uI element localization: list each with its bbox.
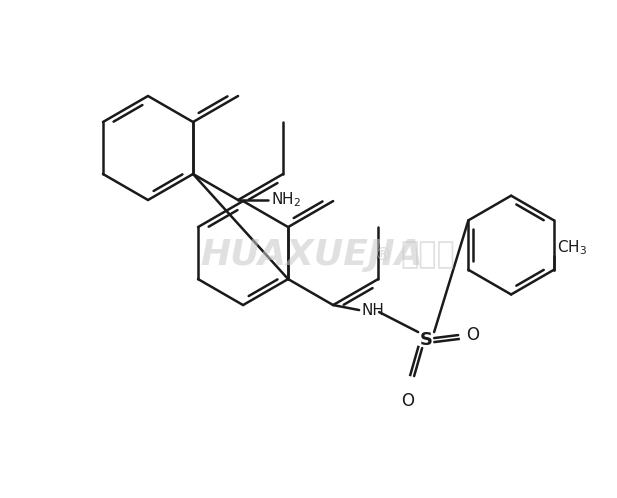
- Text: O: O: [466, 326, 479, 344]
- Text: HUAXUEJIA: HUAXUEJIA: [200, 238, 423, 272]
- Text: NH$_2$: NH$_2$: [271, 191, 301, 209]
- Text: CH$_3$: CH$_3$: [557, 239, 587, 257]
- Text: S: S: [420, 331, 433, 349]
- Text: ®: ®: [375, 246, 392, 264]
- Text: O: O: [400, 392, 413, 410]
- Text: NH: NH: [361, 303, 384, 318]
- Text: 化学加: 化学加: [400, 241, 455, 269]
